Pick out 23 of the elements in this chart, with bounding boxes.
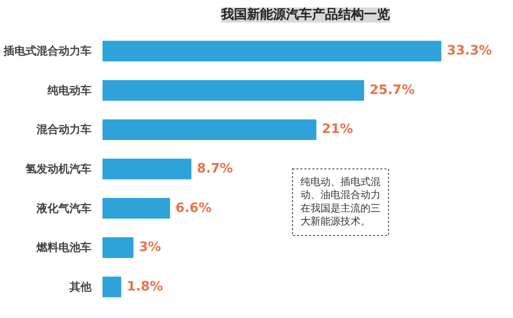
bar — [102, 158, 192, 180]
bar — [102, 276, 122, 298]
chart-title: 我国新能源汽车产品结构一览 — [220, 6, 390, 22]
bar — [102, 40, 442, 62]
bar — [102, 119, 316, 140]
y-tick-label: 纯电动车 — [46, 84, 92, 97]
y-tick-label: 插电式混合动力车 — [2, 44, 92, 58]
y-tick-label: 燃料电池车 — [36, 241, 92, 254]
data-label: 21% — [322, 122, 353, 138]
y-tick-label: 混合动力车 — [36, 123, 92, 136]
data-label: 25.7% — [370, 82, 415, 98]
data-label: 6.6% — [176, 200, 212, 216]
data-label: 1.8% — [126, 279, 163, 294]
bar — [102, 198, 170, 219]
y-tick-label: 液化气汽车 — [36, 202, 92, 215]
bar — [102, 80, 364, 101]
bar — [102, 237, 134, 258]
y-tick-label: 其他 — [68, 280, 92, 294]
y-tick-label: 氢发动机汽车 — [24, 162, 92, 176]
data-label: 3% — [138, 240, 162, 256]
annotation: 纯电动、插电式混动、油电混合动力在我国是主流的三大新能源技术。 — [300, 176, 380, 228]
data-label: 8.7% — [196, 162, 233, 176]
data-label: 33.3% — [446, 44, 492, 59]
